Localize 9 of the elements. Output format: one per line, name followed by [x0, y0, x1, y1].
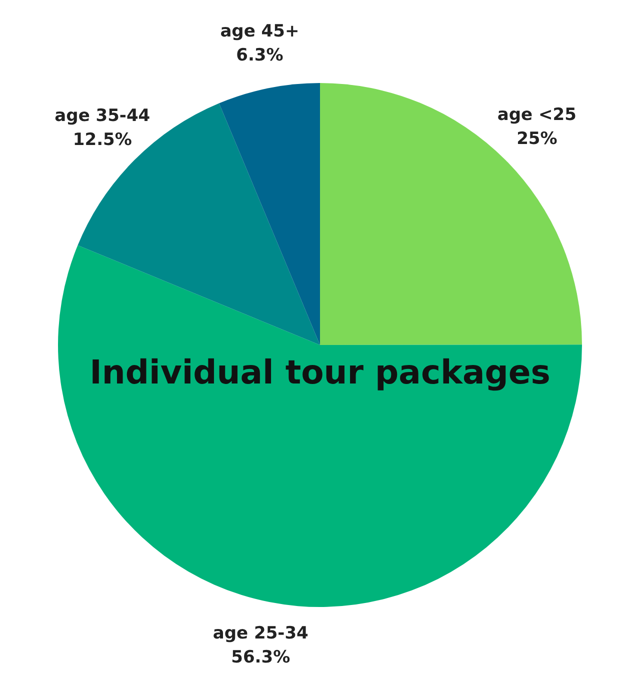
slice-label: age <25	[497, 105, 576, 126]
slice-label: age 45+	[220, 21, 300, 42]
slice-label: age 35-44	[54, 106, 150, 126]
data-label: 6.3%	[236, 45, 284, 66]
text: Individual tour packages	[90, 352, 550, 392]
slice-label: age 25-34	[212, 624, 309, 644]
data-label: 12.5%	[72, 130, 132, 150]
data-label: 25%	[516, 129, 558, 150]
data-label: 56.3%	[231, 648, 290, 668]
